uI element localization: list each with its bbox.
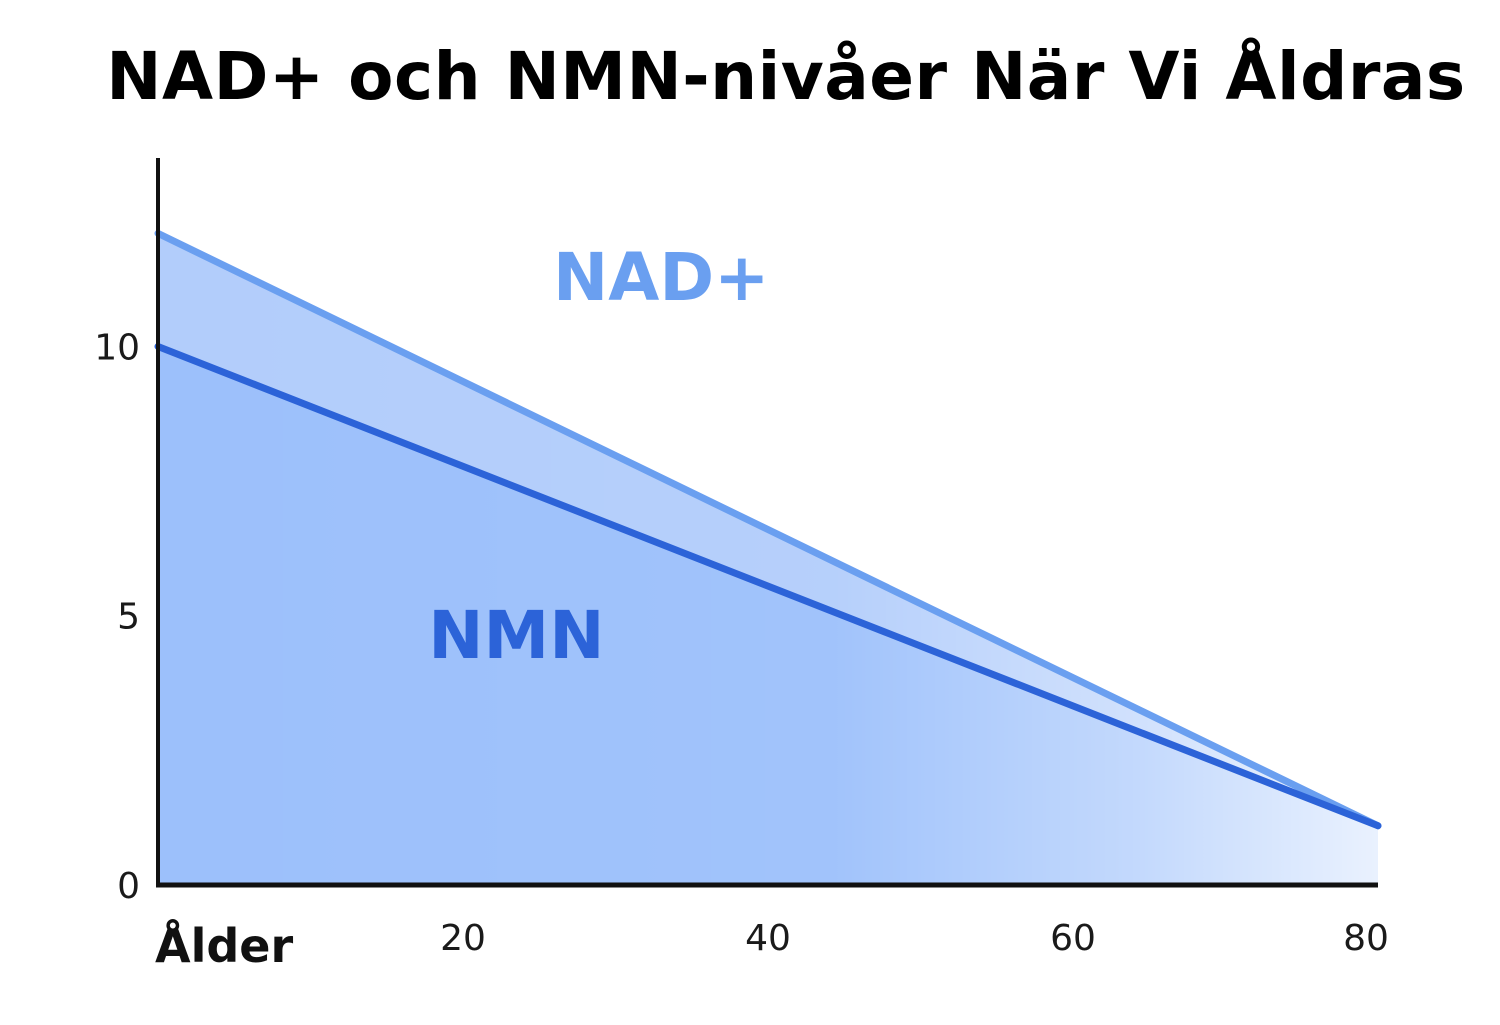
area-nmn xyxy=(158,346,1378,886)
x-tick-label: 80 xyxy=(1343,918,1389,959)
x-axis-title: Ålder xyxy=(155,919,293,973)
line-nmn xyxy=(154,342,1382,830)
chart-title: NAD+ och NMN-nivåer När Vi Åldras xyxy=(106,38,1466,115)
y-tick-label: 0 xyxy=(117,866,140,907)
x-tick-label: 40 xyxy=(745,918,791,959)
y-tick-label: 5 xyxy=(117,597,140,638)
line-nad xyxy=(154,229,1382,830)
series-label-nmn: NMN xyxy=(428,597,604,674)
x-tick-label: 20 xyxy=(440,918,486,959)
series-label-nad: NAD+ xyxy=(553,239,769,316)
x-tick-label: 60 xyxy=(1050,918,1096,959)
y-tick-label: 10 xyxy=(94,327,140,368)
